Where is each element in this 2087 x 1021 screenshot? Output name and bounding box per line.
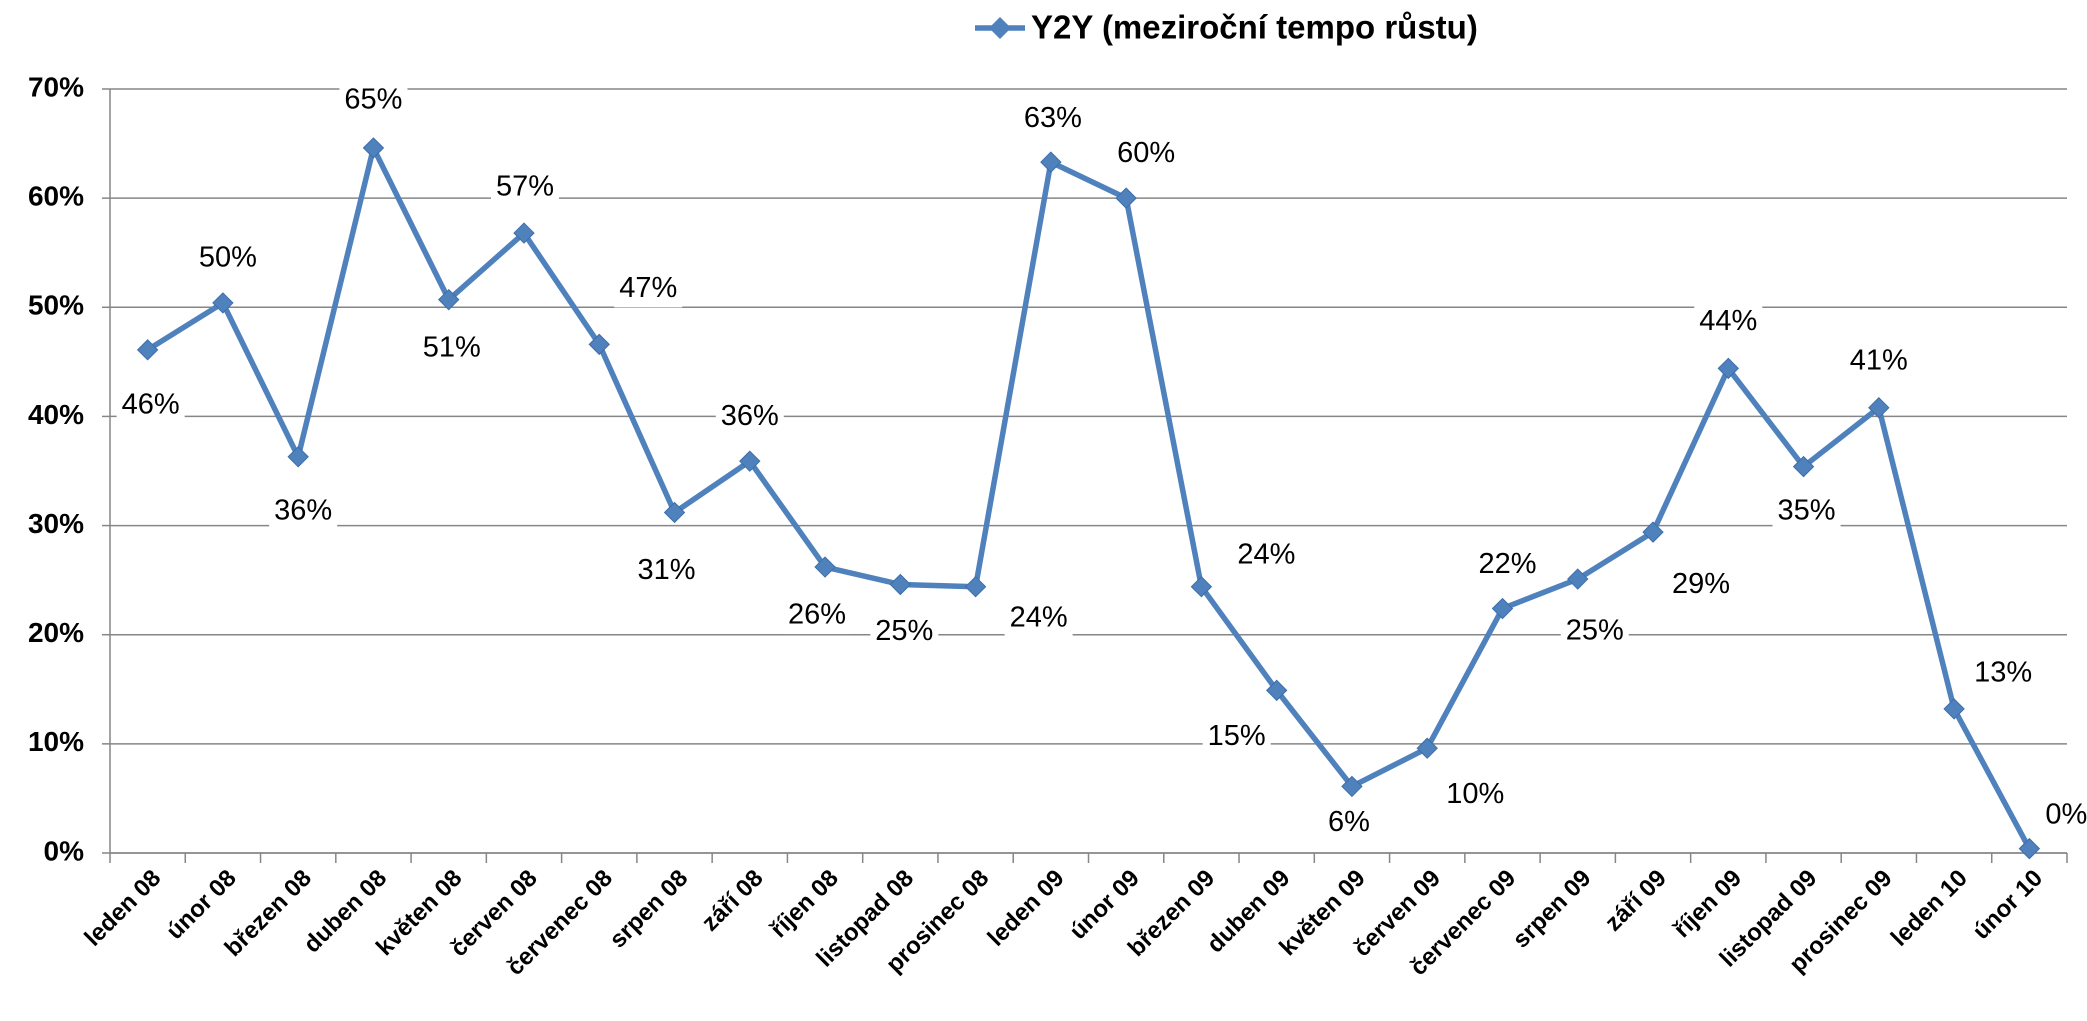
data-point bbox=[212, 292, 234, 314]
label-bg bbox=[1314, 805, 1383, 842]
data-label: 36% bbox=[721, 400, 779, 432]
data-label: 0% bbox=[2045, 798, 2087, 830]
label-bg bbox=[193, 240, 262, 277]
legend-marker bbox=[989, 17, 1011, 39]
label-bg bbox=[783, 598, 852, 635]
y-tick-label: 60% bbox=[28, 181, 84, 212]
data-label: 60% bbox=[1117, 137, 1175, 169]
data-label: 50% bbox=[199, 242, 257, 274]
label-bg bbox=[1772, 493, 1841, 530]
x-tick-label: srpen 08 bbox=[604, 865, 693, 954]
data-point bbox=[814, 556, 836, 578]
x-tick-label: leden 10 bbox=[1886, 865, 1973, 952]
y-tick-label: 40% bbox=[28, 399, 84, 430]
data-point bbox=[1115, 187, 1137, 209]
data-label: 36% bbox=[274, 494, 332, 526]
label-bg bbox=[1018, 101, 1087, 138]
label-bg bbox=[2032, 797, 2087, 834]
data-label: 13% bbox=[1974, 657, 2032, 689]
data-line bbox=[146, 145, 2032, 850]
label-bg bbox=[1202, 719, 1271, 756]
data-label: 10% bbox=[1446, 778, 1504, 810]
data-label: 44% bbox=[1699, 305, 1757, 337]
label-bg bbox=[1694, 304, 1763, 341]
data-point bbox=[136, 339, 159, 361]
label-bg bbox=[1844, 343, 1913, 380]
y-tick-label: 30% bbox=[28, 508, 84, 539]
x-tick-label: září 09 bbox=[1600, 865, 1672, 937]
data-point bbox=[1868, 396, 1890, 419]
data-point bbox=[588, 333, 610, 356]
data-point bbox=[663, 501, 686, 524]
data-point bbox=[362, 137, 385, 159]
y-tick-label: 70% bbox=[28, 71, 84, 102]
data-point bbox=[1190, 575, 1213, 598]
label-bg bbox=[1112, 136, 1181, 173]
data-point bbox=[1265, 679, 1288, 702]
label-bg bbox=[1473, 547, 1542, 584]
data-label: 22% bbox=[1478, 548, 1536, 580]
x-tick-label: leden 09 bbox=[983, 865, 1070, 952]
x-tick-label: srpen 09 bbox=[1508, 865, 1597, 954]
data-point bbox=[1792, 455, 1815, 478]
label-bg bbox=[116, 387, 185, 424]
label-bg bbox=[490, 170, 559, 207]
data-point bbox=[739, 450, 761, 472]
data-point bbox=[1491, 597, 1514, 620]
y-tick-label: 10% bbox=[28, 726, 84, 757]
data-label: 24% bbox=[1237, 538, 1295, 570]
data-label: 24% bbox=[1010, 601, 1068, 633]
data-label: 65% bbox=[344, 84, 402, 116]
data-point bbox=[1642, 521, 1664, 543]
label-bg bbox=[1441, 777, 1510, 814]
label-bg bbox=[417, 330, 486, 367]
data-label: 35% bbox=[1778, 494, 1836, 526]
label-bg bbox=[339, 82, 408, 119]
label-bg bbox=[715, 399, 784, 436]
label-bg bbox=[1969, 655, 2038, 692]
data-label: 31% bbox=[637, 554, 695, 586]
data-point bbox=[287, 446, 309, 468]
label-bg bbox=[1232, 537, 1301, 574]
data-point bbox=[964, 575, 987, 598]
data-label: 47% bbox=[619, 272, 677, 304]
x-tick-label: září 08 bbox=[697, 865, 769, 937]
data-label: 46% bbox=[122, 389, 180, 421]
y-tick-label: 50% bbox=[28, 290, 84, 321]
label-bg bbox=[632, 553, 701, 590]
x-tick-label: leden 08 bbox=[79, 865, 166, 952]
data-label: 15% bbox=[1208, 720, 1266, 752]
data-label: 29% bbox=[1672, 568, 1730, 600]
data-label: 41% bbox=[1850, 344, 1908, 376]
label-bg bbox=[870, 614, 939, 651]
data-point bbox=[1040, 151, 1062, 173]
data-label: 51% bbox=[423, 331, 481, 363]
legend-label: Y2Y (meziroční tempo růstu) bbox=[1031, 9, 1478, 46]
data-point bbox=[1943, 698, 1965, 720]
data-label: 6% bbox=[1328, 806, 1370, 838]
x-tick-label: únor 10 bbox=[1968, 865, 2048, 945]
data-label: 25% bbox=[875, 615, 933, 647]
data-label: 57% bbox=[496, 171, 554, 203]
label-bg bbox=[614, 271, 683, 308]
data-point bbox=[1717, 357, 1739, 380]
data-point bbox=[1341, 775, 1363, 798]
label-bg bbox=[1004, 600, 1073, 637]
data-point bbox=[513, 222, 535, 244]
label-bg bbox=[1560, 614, 1629, 651]
data-point bbox=[1567, 568, 1589, 590]
y-tick-label: 20% bbox=[28, 617, 84, 648]
y-tick-label: 0% bbox=[44, 835, 85, 866]
data-point bbox=[2018, 837, 2041, 860]
label-bg bbox=[1667, 567, 1736, 604]
data-label: 25% bbox=[1566, 615, 1624, 647]
data-label: 63% bbox=[1024, 102, 1082, 134]
data-point bbox=[1416, 737, 1438, 759]
data-point bbox=[438, 288, 460, 311]
data-label: 26% bbox=[788, 599, 846, 631]
label-bg bbox=[269, 493, 338, 530]
data-point bbox=[889, 573, 912, 596]
